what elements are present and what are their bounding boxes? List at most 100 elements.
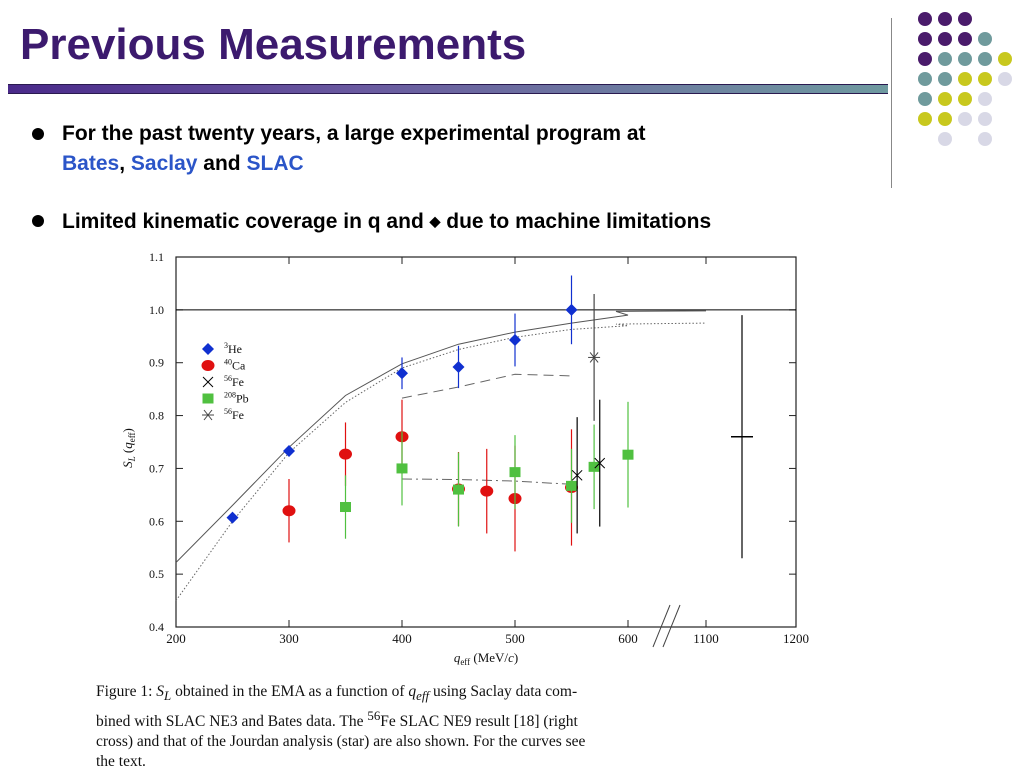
- decorative-dot: [918, 92, 932, 106]
- y-axis-label: SL (qeff): [120, 428, 137, 468]
- decorative-dot-grid: [900, 12, 1020, 172]
- decorative-dot: [978, 72, 992, 86]
- data-point-diamond: [452, 360, 465, 373]
- y-tick-label: 1.0: [149, 303, 164, 317]
- decorative-dot: [978, 92, 992, 106]
- x-tick-label: 200: [166, 631, 186, 646]
- decorative-dot: [958, 72, 972, 86]
- slac-link: SLAC: [246, 152, 304, 175]
- and-text: and: [203, 152, 241, 175]
- caption-line: the text.: [96, 753, 146, 771]
- data-point-circle: [480, 485, 494, 497]
- legend-label: 56Fe: [224, 374, 244, 389]
- data-point-x: [594, 457, 606, 469]
- data-point-circle: [339, 448, 352, 460]
- decorative-dot: [958, 112, 972, 126]
- decorative-dot: [958, 92, 972, 106]
- x-tick-label: 300: [279, 631, 299, 646]
- data-point-circle: [282, 505, 296, 517]
- theory-curve-solid: [175, 310, 707, 563]
- decorative-dot: [938, 12, 952, 26]
- bullet-2-part1: Limited kinematic coverage in q and: [62, 210, 424, 233]
- x-tick-label: 1200: [783, 631, 809, 646]
- slide-title: Previous Measurements: [20, 20, 527, 69]
- decorative-dot: [958, 12, 972, 26]
- bates-link: Bates: [62, 152, 120, 175]
- saclay-link: Saclay: [130, 152, 198, 175]
- decorative-dot: [938, 112, 952, 126]
- axis-break-mark: [662, 604, 681, 648]
- data-point-diamond: [509, 333, 521, 346]
- decorative-dot: [938, 72, 952, 86]
- decorative-dot: [938, 52, 952, 66]
- x-tick-label: 600: [618, 631, 638, 646]
- data-point-square: [588, 461, 600, 472]
- data-point-square: [509, 467, 521, 478]
- plot-frame: [175, 256, 797, 628]
- caption-line: Figure 1: SL obtained in the EMA as a fu…: [96, 683, 578, 704]
- data-point-square: [453, 484, 464, 495]
- y-tick-label: 0.4: [149, 620, 164, 634]
- bullet-2: Limited kinematic coverage in q and ◆ du…: [62, 206, 711, 237]
- decorative-dot: [978, 112, 992, 126]
- legend-label: 3He: [224, 341, 242, 356]
- data-point-diamond: [226, 511, 239, 524]
- comma: ,: [119, 152, 126, 175]
- legend-label: 40Ca: [224, 358, 246, 373]
- divider-line: [891, 18, 892, 188]
- data-point-square: [566, 480, 577, 491]
- title-underline: [8, 84, 888, 94]
- y-tick-label: 0.6: [149, 514, 164, 528]
- legend-label: 208Pb: [224, 391, 249, 406]
- decorative-dot: [998, 52, 1012, 66]
- x-tick-label: 500: [505, 631, 525, 646]
- theory-curve-dashed: [401, 373, 572, 399]
- bullet-dot-1: [32, 128, 44, 140]
- data-point-x: [202, 376, 214, 388]
- y-tick-label: 0.5: [149, 567, 164, 581]
- data-point-diamond: [283, 444, 295, 457]
- x-tick-label: 1100: [693, 631, 719, 646]
- theory-curve-dotted: [175, 322, 707, 601]
- y-tick-label: 0.8: [149, 409, 164, 423]
- data-point-square: [202, 393, 214, 404]
- decorative-dot: [918, 12, 932, 26]
- x-tick-label: 400: [392, 631, 412, 646]
- y-tick-label: 0.9: [149, 356, 164, 370]
- decorative-dot: [958, 52, 972, 66]
- decorative-dot: [938, 132, 952, 146]
- decorative-dot: [978, 32, 992, 46]
- data-point-diamond: [202, 343, 214, 355]
- figure-caption: Figure 1: SL obtained in the EMA as a fu…: [96, 682, 836, 772]
- data-point-x: [571, 469, 583, 481]
- decorative-dot: [958, 32, 972, 46]
- y-tick-label: 0.7: [149, 461, 164, 475]
- decorative-dot: [918, 112, 932, 126]
- data-point-circle: [201, 360, 215, 371]
- data-point-square: [396, 463, 408, 474]
- bullet-2-part2: due to machine limitations: [446, 210, 712, 233]
- legend-label: 56Fe: [224, 407, 244, 422]
- x-axis-label: qeff (MeV/c): [454, 650, 518, 667]
- bullet-1-line1: For the past twenty years, a large exper…: [62, 122, 646, 145]
- decorative-dot: [978, 52, 992, 66]
- decorative-dot: [998, 72, 1012, 86]
- decorative-dot: [918, 72, 932, 86]
- decorative-dot: [938, 32, 952, 46]
- y-tick-label: 1.1: [149, 250, 164, 264]
- data-point-diamond: [396, 367, 408, 380]
- diamond-symbol-icon: ◆: [429, 213, 441, 229]
- decorative-dot: [918, 32, 932, 46]
- bullet-dot-2: [32, 215, 44, 227]
- data-point-diamond: [565, 303, 578, 316]
- data-point-star: [589, 352, 599, 363]
- bullet-1: For the past twenty years, a large exper…: [62, 119, 646, 179]
- caption-line: cross) and that of the Jourdan analysis …: [96, 733, 586, 751]
- decorative-dot: [938, 92, 952, 106]
- data-point-square: [340, 502, 351, 513]
- caption-line: bined with SLAC NE3 and Bates data. The …: [96, 708, 578, 731]
- decorative-dot: [918, 52, 932, 66]
- axis-break-mark: [652, 604, 671, 648]
- data-point-square: [622, 449, 634, 460]
